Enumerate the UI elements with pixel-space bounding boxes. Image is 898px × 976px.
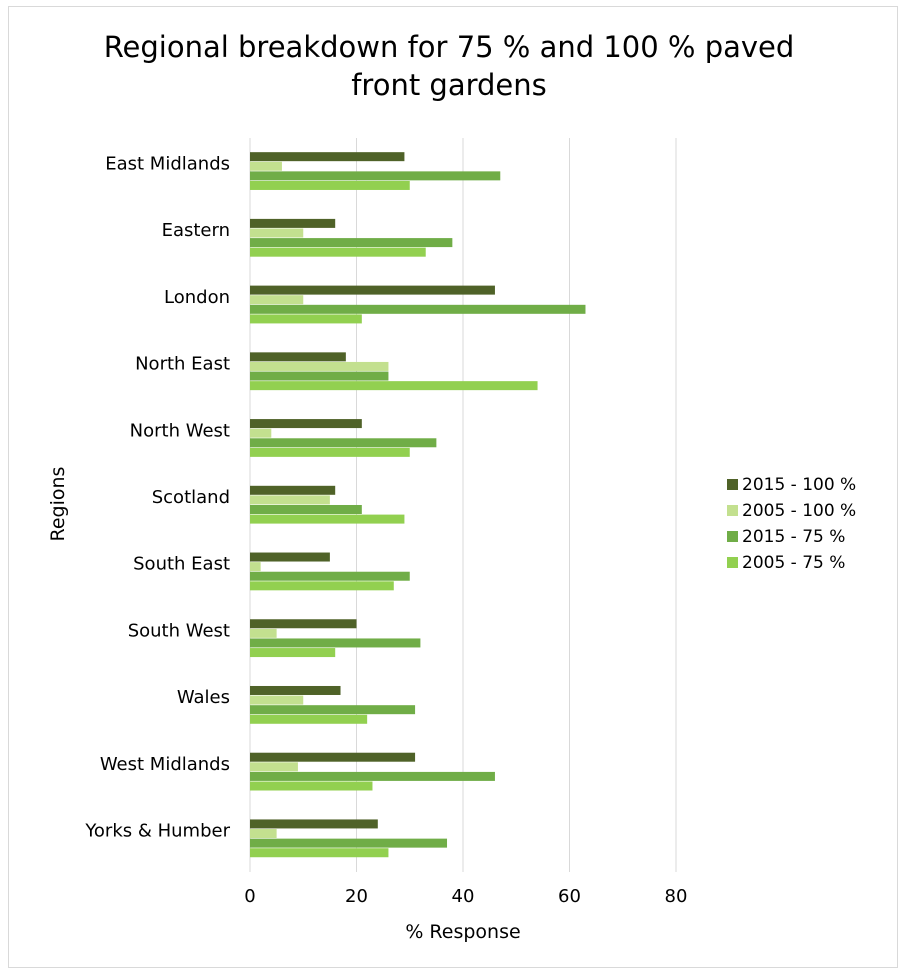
category-label-east-midlands: East Midlands bbox=[105, 153, 230, 174]
bar-eastern-2005-100 bbox=[250, 228, 304, 238]
category-label-wales: Wales bbox=[177, 687, 230, 708]
category-label-west-midlands: West Midlands bbox=[100, 754, 230, 775]
category-label-south-west: South West bbox=[128, 620, 230, 641]
x-tick-label: 60 bbox=[558, 886, 581, 907]
category-label-scotland: Scotland bbox=[152, 487, 230, 508]
x-tick-label: 80 bbox=[665, 886, 688, 907]
bar-scotland-2015-100 bbox=[250, 485, 336, 495]
bar-west-midlands-2005-75 bbox=[250, 781, 373, 791]
bar-north-west-2005-100 bbox=[250, 428, 272, 438]
x-tick-label: 0 bbox=[244, 886, 255, 907]
bar-london-2015-75 bbox=[250, 304, 586, 314]
category-label-yorks-humber: Yorks & Humber bbox=[84, 821, 230, 842]
bar-south-west-2005-100 bbox=[250, 628, 277, 638]
legend-swatch-2005-75 bbox=[727, 557, 738, 568]
legend-label-2015-75: 2015 - 75 % bbox=[742, 527, 845, 547]
bar-south-east-2005-100 bbox=[250, 562, 261, 572]
bar-south-east-2015-100 bbox=[250, 552, 330, 562]
x-tick-label: 20 bbox=[345, 886, 368, 907]
bars bbox=[250, 152, 586, 858]
chart-frame bbox=[8, 6, 898, 968]
chart-title: Regional breakdown for 75 % and 100 % pa… bbox=[0, 28, 898, 104]
bar-eastern-2015-75 bbox=[250, 238, 453, 248]
bar-london-2015-100 bbox=[250, 285, 495, 295]
x-axis-label: % Response bbox=[405, 921, 520, 943]
legend-swatch-2005-100 bbox=[727, 505, 738, 516]
chart-title-line-2: front gardens bbox=[351, 68, 547, 102]
legend-label-2005-100: 2005 - 100 % bbox=[742, 501, 856, 521]
bar-north-east-2005-100 bbox=[250, 361, 389, 371]
bar-west-midlands-2015-100 bbox=[250, 752, 416, 762]
legend-swatch-2015-75 bbox=[727, 531, 738, 542]
category-labels: East Midlands Eastern London North East Nort… bbox=[84, 153, 230, 841]
category-label-north-west: North West bbox=[130, 420, 230, 441]
bar-north-east-2015-100 bbox=[250, 352, 346, 362]
bar-london-2005-75 bbox=[250, 314, 362, 324]
bar-north-west-2015-75 bbox=[250, 438, 437, 448]
bar-wales-2015-75 bbox=[250, 705, 416, 715]
bar-yorks-humber-2015-75 bbox=[250, 838, 448, 848]
bar-north-west-2015-100 bbox=[250, 419, 362, 429]
bar-east-midlands-2015-75 bbox=[250, 171, 501, 181]
bar-eastern-2015-100 bbox=[250, 218, 336, 228]
x-tick-labels: 0 20 40 60 80 bbox=[244, 886, 687, 907]
chart-title-line-1: Regional breakdown for 75 % and 100 % pa… bbox=[103, 30, 795, 64]
bar-south-east-2015-75 bbox=[250, 571, 410, 581]
bar-wales-2005-75 bbox=[250, 714, 368, 724]
legend-label-2015-100: 2015 - 100 % bbox=[742, 475, 856, 495]
y-axis-label: Regions bbox=[47, 467, 69, 542]
category-label-north-east: North East bbox=[135, 354, 230, 375]
category-label-eastern: Eastern bbox=[162, 220, 230, 241]
bar-scotland-2005-75 bbox=[250, 514, 405, 524]
bar-south-west-2015-100 bbox=[250, 619, 357, 629]
bar-north-east-2015-75 bbox=[250, 371, 389, 381]
bar-south-west-2005-75 bbox=[250, 648, 336, 658]
bar-north-west-2005-75 bbox=[250, 447, 410, 457]
bar-yorks-humber-2005-100 bbox=[250, 829, 277, 839]
bar-scotland-2005-100 bbox=[250, 495, 330, 505]
bar-yorks-humber-2015-100 bbox=[250, 819, 378, 829]
legend-label-2005-75: 2005 - 75 % bbox=[742, 553, 845, 573]
bar-east-midlands-2005-100 bbox=[250, 161, 282, 171]
category-label-south-east: South East bbox=[133, 554, 230, 575]
bar-eastern-2005-75 bbox=[250, 247, 426, 257]
bar-wales-2015-100 bbox=[250, 685, 341, 695]
bar-south-west-2015-75 bbox=[250, 638, 421, 648]
legend-swatch-2015-100 bbox=[727, 479, 738, 490]
x-tick-label: 40 bbox=[452, 886, 475, 907]
bar-wales-2005-100 bbox=[250, 695, 304, 705]
bar-south-east-2005-75 bbox=[250, 581, 394, 591]
bar-west-midlands-2005-100 bbox=[250, 762, 298, 772]
bar-scotland-2015-75 bbox=[250, 505, 362, 514]
bar-north-east-2005-75 bbox=[250, 381, 538, 391]
category-label-london: London bbox=[164, 287, 230, 308]
bar-london-2005-100 bbox=[250, 295, 304, 305]
bar-west-midlands-2015-75 bbox=[250, 771, 495, 781]
legend: 2015 - 100 % 2005 - 100 % 2015 - 75 % 2005 … bbox=[727, 475, 856, 573]
bar-east-midlands-2015-100 bbox=[250, 152, 405, 162]
bar-yorks-humber-2005-75 bbox=[250, 848, 389, 858]
bar-east-midlands-2005-75 bbox=[250, 180, 410, 190]
